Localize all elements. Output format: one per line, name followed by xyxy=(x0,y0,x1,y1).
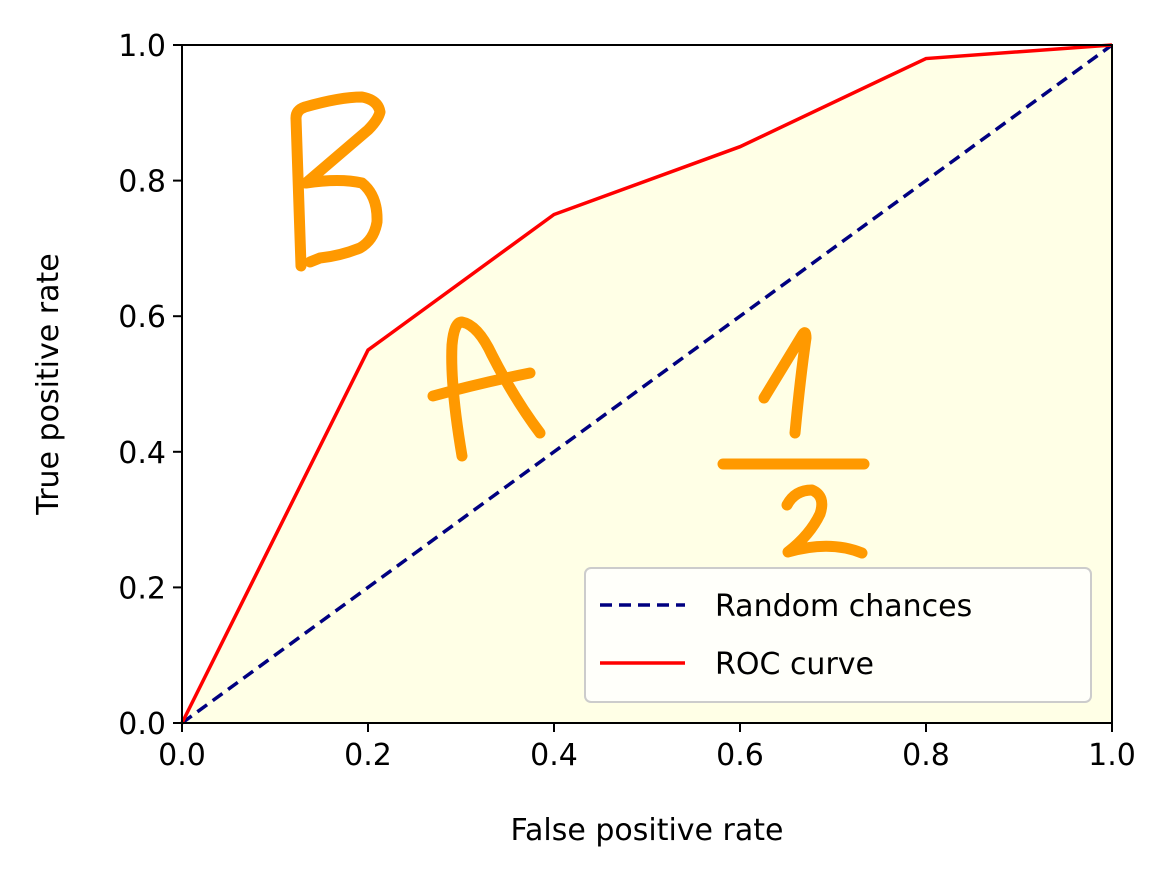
y-tick-label: 0.6 xyxy=(118,300,166,335)
legend-label-random-chances: Random chances xyxy=(715,589,972,624)
handwritten-annotations xyxy=(290,91,870,559)
x-tick-label: 0.6 xyxy=(716,738,764,773)
random-chances-line xyxy=(180,43,1114,725)
plot-frame xyxy=(181,44,1113,724)
legend-box xyxy=(584,567,1092,703)
x-axis-title: False positive rate xyxy=(511,813,784,848)
y-tick-label: 1.0 xyxy=(118,29,166,64)
annotation-digit-1 xyxy=(758,327,812,439)
x-axis-ticks: 0.0 0.2 0.4 0.6 0.8 1.0 xyxy=(158,723,1136,773)
x-tick-label: 0.2 xyxy=(344,738,392,773)
y-tick-label: 0.8 xyxy=(118,165,166,200)
y-axis-title: True positive rate xyxy=(31,253,66,515)
x-tick-label: 1.0 xyxy=(1088,738,1136,773)
legend-label-roc-curve: ROC curve xyxy=(715,647,874,682)
annotation-digit-2 xyxy=(781,484,868,559)
y-tick-label: 0.4 xyxy=(118,436,166,471)
roc-curve-line xyxy=(180,43,1113,724)
x-tick-label: 0.8 xyxy=(902,738,950,773)
x-tick-label: 0.4 xyxy=(530,738,578,773)
y-tick-label: 0.2 xyxy=(118,571,166,606)
x-tick-label: 0.0 xyxy=(158,738,206,773)
y-axis-ticks: 0.0 0.2 0.4 0.6 0.8 1.0 xyxy=(118,29,182,742)
annotation-letter-b xyxy=(290,91,386,272)
annotation-letter-a xyxy=(427,316,546,462)
y-tick-label: 0.0 xyxy=(118,707,166,742)
legend: Random chances ROC curve xyxy=(584,567,1092,703)
